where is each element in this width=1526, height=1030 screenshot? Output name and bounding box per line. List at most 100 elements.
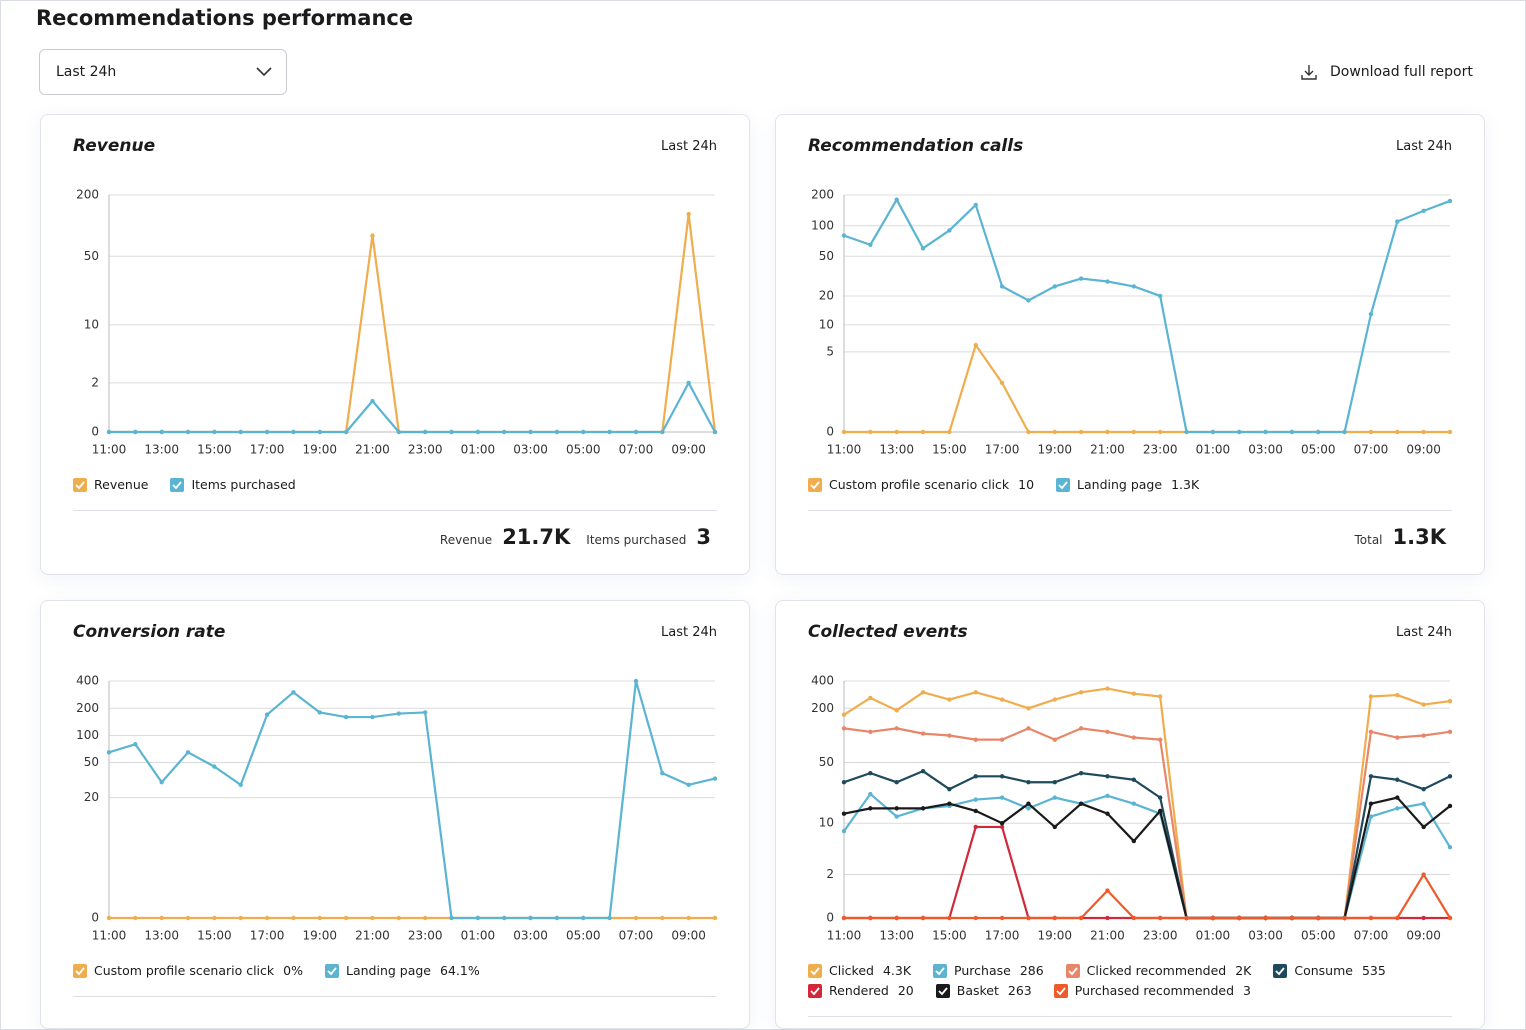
chart: 0 2 10 50 200 400 11:00 13:00 15:00 17:00 19:00 21:… (811, 674, 1453, 943)
legend-item[interactable]: Clicked recommended 2K (1065, 963, 1251, 978)
point (947, 429, 952, 435)
legend-name: Custom profile scenario click (829, 477, 1010, 492)
point (920, 768, 926, 774)
y-tick-label: 10 (84, 317, 99, 331)
point (1342, 915, 1347, 921)
download-button[interactable]: Download full report (1300, 63, 1473, 81)
legend-value: 4.3K (882, 963, 912, 978)
legend-checkbox[interactable] (1056, 477, 1071, 492)
legend-checkbox[interactable] (1053, 983, 1068, 998)
y-tick-label: 20 (84, 790, 99, 804)
legend-checkbox[interactable] (933, 963, 948, 978)
legend-item[interactable]: Landing page 1.3K (1056, 477, 1199, 492)
total-value: 3 (696, 525, 711, 549)
point (502, 429, 507, 435)
x-tick-label: 01:00 (461, 443, 496, 457)
legend-checkbox[interactable] (73, 477, 87, 492)
point (1131, 915, 1137, 921)
legend-checkbox[interactable] (808, 963, 822, 978)
point (1131, 838, 1137, 844)
x-tick-label: 11:00 (92, 929, 127, 943)
point (1078, 726, 1084, 731)
point (1447, 803, 1453, 809)
legend-checkbox[interactable] (1065, 963, 1080, 978)
legend-item[interactable]: Clicked 4.3K (808, 963, 911, 978)
x-tick-label: 07:00 (619, 443, 654, 457)
check-mark (75, 480, 85, 489)
y-tick-label: 50 (84, 755, 99, 769)
point (841, 233, 847, 238)
point (1131, 735, 1137, 740)
legend-item[interactable]: Rendered 20 (808, 983, 914, 998)
point (947, 228, 952, 233)
y-tick-label: 200 (76, 188, 99, 202)
legend-name: Rendered (829, 983, 889, 998)
point (868, 770, 873, 776)
totals: Revenue 21.7K Items purchased 3 (73, 525, 717, 549)
check-mark (1058, 480, 1068, 489)
legend-checkbox[interactable] (324, 963, 339, 978)
point (920, 429, 926, 435)
point (1316, 915, 1321, 921)
point (1447, 844, 1453, 850)
legend-checkbox[interactable] (808, 983, 822, 998)
point (1078, 915, 1084, 921)
check-mark (327, 966, 337, 975)
point (528, 429, 533, 435)
legend-checkbox[interactable] (935, 983, 950, 998)
point (686, 380, 691, 386)
point (1131, 429, 1137, 435)
legend-item[interactable]: Purchase 286 (933, 963, 1044, 978)
point (1157, 293, 1163, 299)
point (1447, 429, 1453, 435)
x-tick-label: 15:00 (932, 443, 967, 457)
legend-name: Custom profile scenario click (94, 963, 275, 978)
point (1395, 795, 1400, 800)
chart: 0 2 10 50 200 11:00 13:00 15:00 17:00 19:00 21:00 2… (76, 188, 718, 457)
legend-checkbox[interactable] (170, 477, 185, 492)
total-label: Total (1354, 533, 1383, 547)
point (633, 429, 639, 435)
legend-item[interactable]: Revenue (73, 477, 148, 492)
legend-item[interactable]: Custom profile scenario click 10 (808, 477, 1034, 492)
legend-checkbox[interactable] (73, 963, 87, 978)
legend-item[interactable]: Custom profile scenario click 0% (73, 963, 303, 978)
point (1078, 801, 1084, 806)
legend-value: 0% (283, 963, 303, 978)
y-tick-label: 50 (819, 249, 834, 263)
legend-item[interactable]: Purchased recommended 3 (1053, 983, 1251, 998)
point (1105, 686, 1110, 691)
point (185, 429, 191, 435)
legend-item[interactable]: Items purchased (170, 477, 296, 492)
x-tick-label: 01:00 (461, 929, 496, 943)
point (947, 786, 952, 792)
point (159, 780, 164, 785)
point (868, 729, 873, 734)
point (1237, 429, 1242, 435)
download-icon (1301, 65, 1317, 80)
point (999, 697, 1005, 702)
period-select[interactable]: Last 24h (39, 49, 287, 95)
point (894, 429, 899, 435)
point (973, 774, 978, 779)
legend-item[interactable]: Landing page 64.1% (324, 963, 480, 978)
point (973, 202, 978, 208)
y-tick-label: 10 (819, 816, 834, 830)
x-tick-label: 21:00 (355, 929, 390, 943)
point (343, 714, 349, 720)
x-tick-label: 05:00 (566, 443, 601, 457)
x-tick-label: 15:00 (197, 929, 232, 943)
x-tick-label: 07:00 (1354, 443, 1389, 457)
legend-checkbox[interactable] (808, 477, 822, 492)
legend-item[interactable]: Consume 535 (1273, 963, 1386, 978)
point (159, 915, 164, 921)
check-mark (810, 986, 820, 995)
legend-item[interactable]: Basket 263 (935, 983, 1032, 998)
legend-value: 20 (897, 983, 914, 998)
point (238, 915, 243, 921)
legend-name: Landing page (1077, 477, 1163, 492)
point (973, 915, 978, 921)
point (1395, 692, 1400, 698)
legend-checkbox[interactable] (1273, 963, 1288, 978)
point (973, 690, 978, 695)
